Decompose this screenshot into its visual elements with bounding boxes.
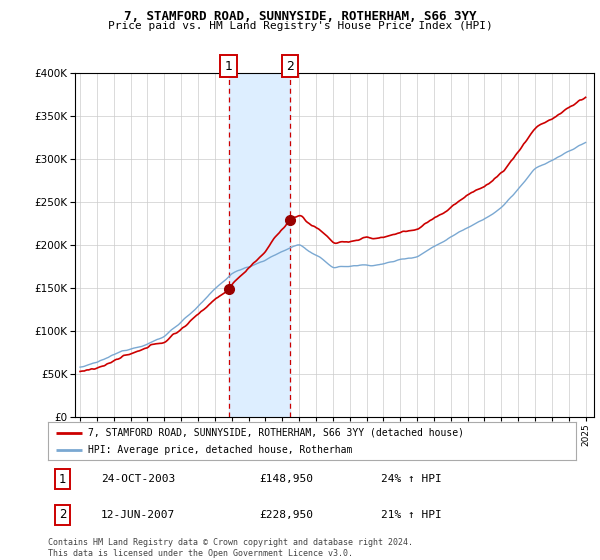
Text: 2: 2 [59, 508, 67, 521]
Text: 7, STAMFORD ROAD, SUNNYSIDE, ROTHERHAM, S66 3YY (detached house): 7, STAMFORD ROAD, SUNNYSIDE, ROTHERHAM, … [88, 427, 464, 437]
Bar [229, 73, 290, 417]
Text: 24-OCT-2003: 24-OCT-2003 [101, 474, 175, 484]
Text: 7, STAMFORD ROAD, SUNNYSIDE, ROTHERHAM, S66 3YY: 7, STAMFORD ROAD, SUNNYSIDE, ROTHERHAM, … [124, 10, 476, 23]
Text: £148,950: £148,950 [259, 474, 313, 484]
Text: 24% ↑ HPI: 24% ↑ HPI [380, 474, 442, 484]
Text: 21% ↑ HPI: 21% ↑ HPI [380, 510, 442, 520]
Text: 2: 2 [286, 60, 294, 73]
Text: £228,950: £228,950 [259, 510, 313, 520]
Text: Contains HM Land Registry data © Crown copyright and database right 2024.
This d: Contains HM Land Registry data © Crown c… [48, 538, 413, 558]
Text: Price paid vs. HM Land Registry's House Price Index (HPI): Price paid vs. HM Land Registry's House … [107, 21, 493, 31]
Text: 12-JUN-2007: 12-JUN-2007 [101, 510, 175, 520]
Text: HPI: Average price, detached house, Rotherham: HPI: Average price, detached house, Roth… [88, 445, 352, 455]
Text: 1: 1 [59, 473, 67, 486]
Text: 1: 1 [225, 60, 233, 73]
